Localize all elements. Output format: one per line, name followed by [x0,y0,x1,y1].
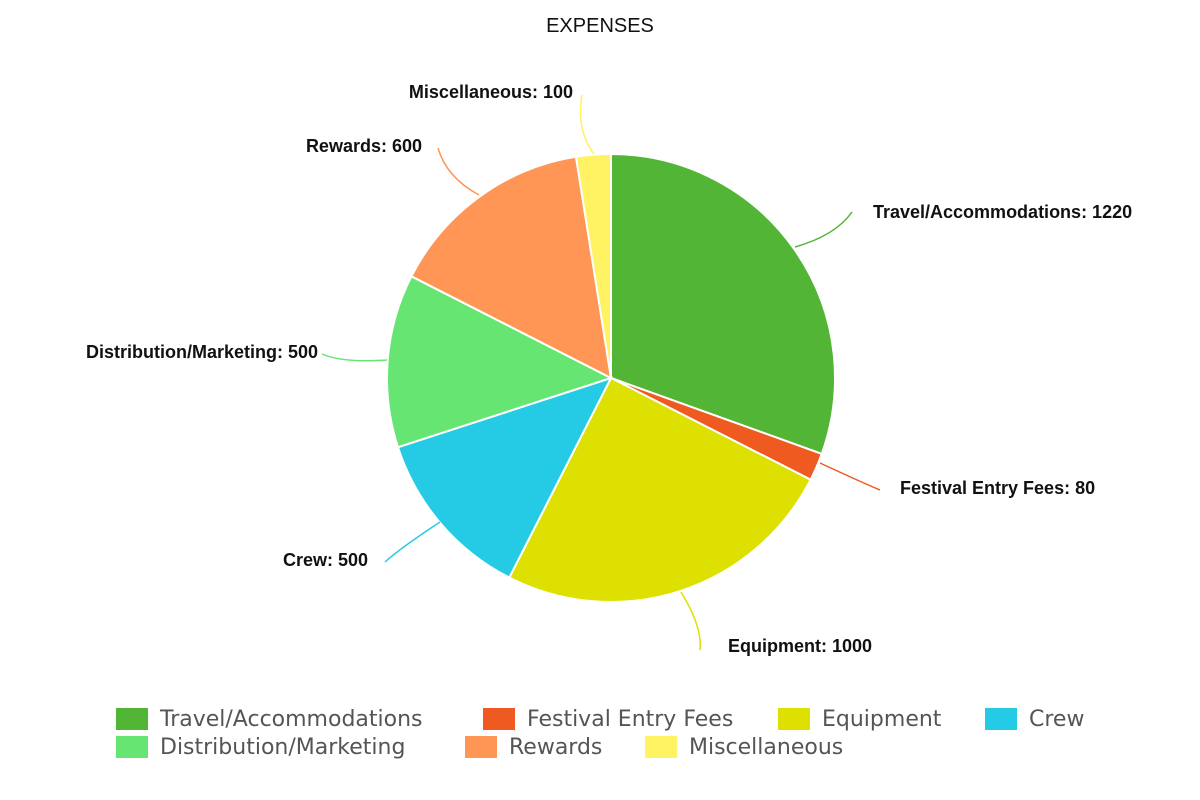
data-label-distribution-marketing: Distribution/Marketing: 500 [86,342,318,362]
pie-slice-travel-accommodations [610,152,836,456]
data-label-equipment: Equipment: 1000 [728,636,872,656]
data-label-miscellaneous: Miscellaneous: 100 [409,82,573,102]
data-label-crew: Crew: 500 [283,550,368,570]
connector-miscellaneous [579,94,595,155]
pie-slices [385,152,836,603]
data-label-festival-entry-fees: Festival Entry Fees: 80 [900,478,1095,498]
pie-slice-distribution-marketing [385,274,614,449]
connector-distribution-marketing [321,353,388,362]
data-label-rewards: Rewards: 600 [306,136,422,156]
slice-labels: Travel/Accommodations: 1220 Festival Entr… [86,82,1132,656]
connector-equipment [680,591,701,651]
pie-slice-crew [396,376,613,579]
pie-slice-rewards [410,155,613,380]
pie-slice-equipment [507,376,812,603]
connector-rewards [437,147,480,196]
chart-title: EXPENSES [546,15,654,37]
connector-festival-entry-fees [819,462,881,491]
data-label-travel-accommodations: Travel/Accommodations: 1220 [873,202,1132,222]
connector-crew [384,521,441,563]
label-connectors [321,94,881,651]
pie-slice-miscellaneous [574,152,612,379]
connector-travel-accommodations [794,211,853,248]
